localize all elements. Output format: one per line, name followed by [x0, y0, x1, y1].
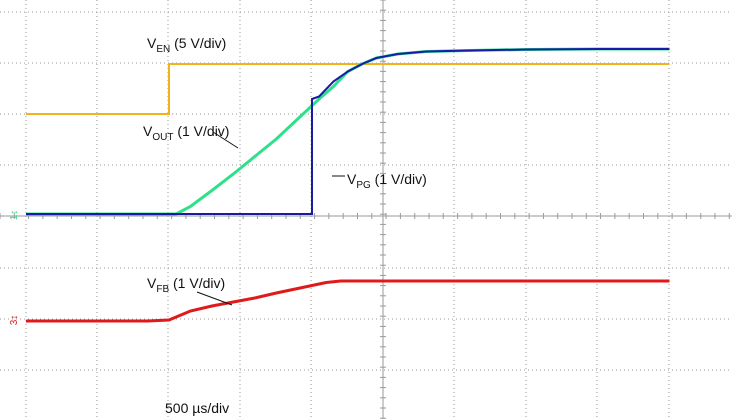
leader-lines — [196, 131, 345, 306]
en-label: VEN (5 V/div) — [147, 35, 226, 55]
ch3-marker: 3↕ — [9, 315, 20, 326]
pg-label: VPG (1 V/div) — [347, 171, 427, 191]
fb-leader — [196, 291, 233, 306]
fb-trace — [26, 279, 670, 323]
traces — [26, 47, 670, 323]
out-leader — [212, 131, 239, 149]
fb-label: VFB (1 V/div) — [147, 275, 225, 295]
ch1-marker: 1↕ — [9, 210, 20, 221]
pg-trace — [26, 48, 670, 215]
timebase-label: 500 µs/div — [165, 400, 229, 416]
out-label: VOUT (1 V/div) — [143, 123, 229, 143]
en-trace — [26, 63, 670, 115]
